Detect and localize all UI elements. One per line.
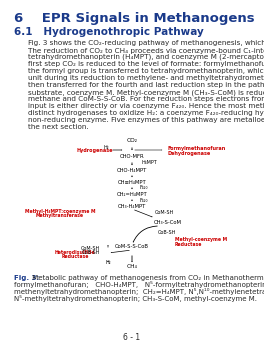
Text: CH₂=H₄MPT: CH₂=H₄MPT [117, 192, 147, 196]
Text: CH≡H₄MPT: CH≡H₄MPT [118, 179, 146, 184]
Text: tetrahydromethanopterin (H₄MPT), and coenzyme M (2-mercaptoethanesulfonate, HS-C: tetrahydromethanopterin (H₄MPT), and coe… [28, 54, 264, 60]
Text: CoM-SH: CoM-SH [81, 246, 100, 251]
Text: CoB-SH: CoB-SH [82, 250, 100, 254]
Text: F₄₂₀: F₄₂₀ [140, 186, 148, 191]
Text: CoM-S-S-CoB: CoM-S-S-CoB [115, 244, 149, 250]
Text: CH₃-S-CoM: CH₃-S-CoM [154, 220, 182, 224]
Text: CO₂: CO₂ [126, 137, 138, 143]
Text: 6.1   Hydrogenothropic Pathway: 6.1 Hydrogenothropic Pathway [14, 27, 204, 37]
Text: Reductase: Reductase [175, 241, 202, 247]
Text: CH₃-H₄MPT: CH₃-H₄MPT [118, 204, 146, 208]
Text: CoB-SH: CoB-SH [158, 231, 176, 236]
Text: Methyltransferase: Methyltransferase [36, 212, 84, 218]
Text: Fig. 3 shows the CO₂-reducing pathway of methanogenesis, which uses H₂ and CO₂ a: Fig. 3 shows the CO₂-reducing pathway of… [28, 40, 264, 46]
Text: Dehydrogenase: Dehydrogenase [168, 150, 211, 155]
Text: input is either directly or via coenzyme F₄₂₀. Hence the most methanogenic bacte: input is either directly or via coenzyme… [28, 103, 264, 109]
Text: Formylmethanofuran: Formylmethanofuran [168, 146, 226, 150]
Text: N⁵-methyltetrahydromethanopterin; CH₃-S-CoM, methyl-coenzyme M.: N⁵-methyltetrahydromethanopterin; CH₃-S-… [14, 295, 257, 301]
Text: Metabolic pathway of methanogenesis from CO₂ in Methanothermobacter marburgensis: Metabolic pathway of methanogenesis from… [30, 275, 264, 281]
Text: Methyl-H₄MPT:coenzyme M: Methyl-H₄MPT:coenzyme M [25, 208, 95, 213]
Text: H₂: H₂ [103, 145, 109, 149]
Text: Heterodisulfide: Heterodisulfide [55, 250, 95, 254]
Text: H₄MPT: H₄MPT [141, 161, 157, 165]
Text: CH₄: CH₄ [126, 265, 138, 269]
Text: F₄₂₀: F₄₂₀ [140, 197, 148, 203]
Text: distinct hydrogenases to oxidize H₂: a coenzyme F₄₂₀-reducing hydrogenase, and a: distinct hydrogenases to oxidize H₂: a c… [28, 110, 264, 116]
Text: unit during its reduction to methylene- and methyltetrahydromethanopterin. The m: unit during its reduction to methylene- … [28, 75, 264, 81]
Text: the formyl group is transferred to tetrahydromethanopterin, which serves as the : the formyl group is transferred to tetra… [28, 68, 264, 74]
Text: Hydrogenase: Hydrogenase [77, 148, 113, 152]
Text: substrate, coenzyme M. Methyl-coenzyme M (CH₃-S-CoM) is reduced with coenzyme B : substrate, coenzyme M. Methyl-coenzyme M… [28, 89, 264, 95]
Text: methenyltetrahydromethanopterin;  CH₂=H₄MPT, N⁵,N¹⁰-methylenetetrahydromethanopt: methenyltetrahydromethanopterin; CH₂=H₄M… [14, 288, 264, 295]
Text: 6    EPR Signals in Methanogens: 6 EPR Signals in Methanogens [14, 12, 254, 25]
Text: CoM-SH: CoM-SH [155, 210, 174, 216]
Text: the next section.: the next section. [28, 124, 89, 130]
Text: Reductase: Reductase [61, 253, 89, 258]
Text: then transferred for the fourth and last reduction step in the pathway to a stru: then transferred for the fourth and last… [28, 82, 264, 88]
Text: Fig. 3:: Fig. 3: [14, 275, 39, 281]
Text: The reduction of CO₂ to CH₄ proceeds via coenzyme-bound C₁-intermediates, methan: The reduction of CO₂ to CH₄ proceeds via… [28, 47, 264, 54]
Text: 6 - 1: 6 - 1 [124, 333, 140, 341]
Text: CHO-MFR: CHO-MFR [120, 154, 144, 160]
Text: methane and CoM-S-S-CoB. For the reduction steps electrons from the oxidation of: methane and CoM-S-S-CoB. For the reducti… [28, 96, 264, 102]
Text: Methyl-coenzyme M: Methyl-coenzyme M [175, 237, 227, 242]
Text: non-reducing enzyme. Five enzymes of this pathway are metalloenzymes and will be: non-reducing enzyme. Five enzymes of thi… [28, 117, 264, 123]
Text: formylmethanofuran;   CHO-H₄MPT,   N⁵-formyltetrahydromethanopterin;   CH₂H₄MPT,: formylmethanofuran; CHO-H₄MPT, N⁵-formyl… [14, 282, 264, 288]
Text: first step CO₂ is reduced to the level of formate: formylmethanofuran. From form: first step CO₂ is reduced to the level o… [28, 61, 264, 67]
Text: CHO-H₄MPT: CHO-H₄MPT [117, 167, 147, 173]
Text: H₂: H₂ [105, 260, 111, 265]
